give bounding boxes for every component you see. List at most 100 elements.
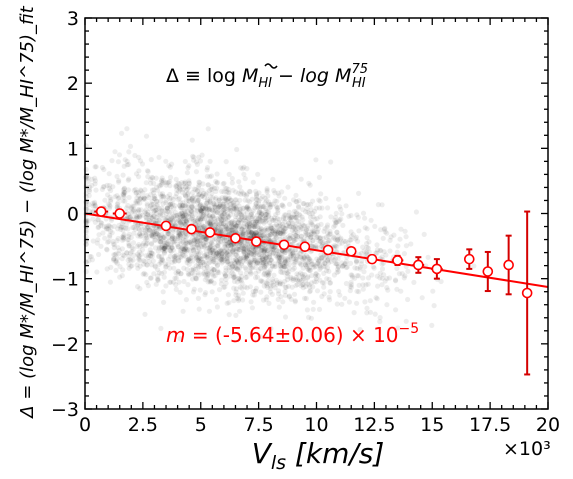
data-point	[343, 203, 349, 209]
data-point	[185, 257, 191, 263]
data-point	[148, 180, 154, 186]
data-point	[209, 255, 215, 261]
data-point	[246, 246, 252, 252]
data-point	[171, 257, 177, 263]
data-point	[195, 237, 201, 243]
data-point	[161, 250, 168, 256]
data-point	[209, 186, 215, 192]
data-point	[215, 238, 221, 244]
data-point	[267, 231, 273, 237]
data-point	[239, 261, 245, 267]
data-point	[277, 251, 283, 257]
data-point	[159, 231, 165, 238]
data-point	[316, 234, 322, 240]
data-point	[151, 230, 157, 236]
data-point	[241, 192, 247, 198]
data-point	[471, 263, 477, 269]
data-point	[197, 206, 203, 212]
data-point	[234, 223, 240, 229]
data-point	[221, 248, 228, 254]
data-point	[212, 273, 218, 279]
data-point	[253, 223, 259, 229]
data-point	[236, 296, 242, 302]
data-point	[215, 243, 221, 249]
data-point	[305, 255, 311, 261]
data-point	[135, 226, 141, 232]
data-point	[308, 234, 314, 240]
data-point	[164, 205, 170, 211]
data-point	[225, 292, 231, 298]
data-point	[145, 224, 151, 230]
data-point	[277, 256, 284, 262]
data-point	[233, 265, 239, 271]
data-point	[120, 224, 126, 231]
data-point	[305, 275, 311, 281]
data-point	[149, 201, 155, 207]
data-point	[244, 252, 250, 258]
data-point	[137, 263, 143, 269]
data-point	[200, 212, 206, 218]
data-point	[278, 269, 284, 275]
data-point	[197, 158, 204, 164]
data-point	[156, 217, 162, 223]
data-point	[294, 218, 300, 224]
data-point	[290, 276, 296, 282]
data-point	[311, 279, 317, 285]
data-point	[355, 238, 361, 244]
data-point	[305, 225, 311, 231]
data-point	[133, 198, 139, 204]
data-point	[119, 246, 125, 252]
data-point	[163, 180, 169, 186]
data-point	[159, 256, 165, 262]
data-point	[226, 213, 232, 219]
data-point	[244, 204, 250, 210]
data-point	[304, 307, 310, 313]
data-point	[200, 234, 207, 240]
data-point	[165, 230, 171, 236]
data-point	[279, 202, 286, 208]
x-tick-label: 15	[420, 414, 444, 436]
data-point	[236, 292, 242, 299]
data-point	[129, 249, 135, 255]
data-point	[184, 258, 190, 264]
data-point	[387, 237, 393, 243]
data-point	[332, 260, 338, 267]
data-point	[286, 220, 292, 226]
data-point	[286, 209, 292, 215]
data-point	[198, 212, 204, 218]
data-point	[357, 327, 363, 333]
data-point	[335, 264, 341, 270]
data-point	[308, 201, 314, 208]
data-point	[105, 201, 111, 207]
data-point	[206, 208, 212, 214]
data-point	[162, 208, 168, 214]
data-point	[285, 271, 291, 277]
data-point	[253, 258, 259, 264]
data-point	[98, 220, 104, 226]
data-point	[332, 242, 338, 249]
data-point	[173, 194, 179, 200]
data-point	[251, 292, 257, 298]
data-point	[161, 233, 167, 239]
data-point	[245, 215, 251, 221]
data-point	[324, 276, 330, 282]
data-point	[130, 246, 136, 252]
data-point	[213, 236, 219, 242]
data-point	[175, 235, 181, 242]
data-point	[243, 231, 249, 237]
data-point	[234, 146, 240, 153]
data-point	[156, 233, 162, 239]
data-point	[123, 225, 129, 231]
data-point	[181, 213, 187, 219]
data-point	[208, 194, 214, 200]
data-point	[270, 243, 276, 249]
data-point	[230, 271, 236, 277]
data-point	[196, 184, 202, 190]
data-point	[168, 201, 174, 207]
data-point	[256, 226, 262, 232]
data-point	[287, 248, 293, 255]
data-point	[182, 211, 188, 217]
data-point	[271, 187, 277, 194]
data-point	[129, 263, 135, 269]
data-point	[156, 217, 163, 223]
